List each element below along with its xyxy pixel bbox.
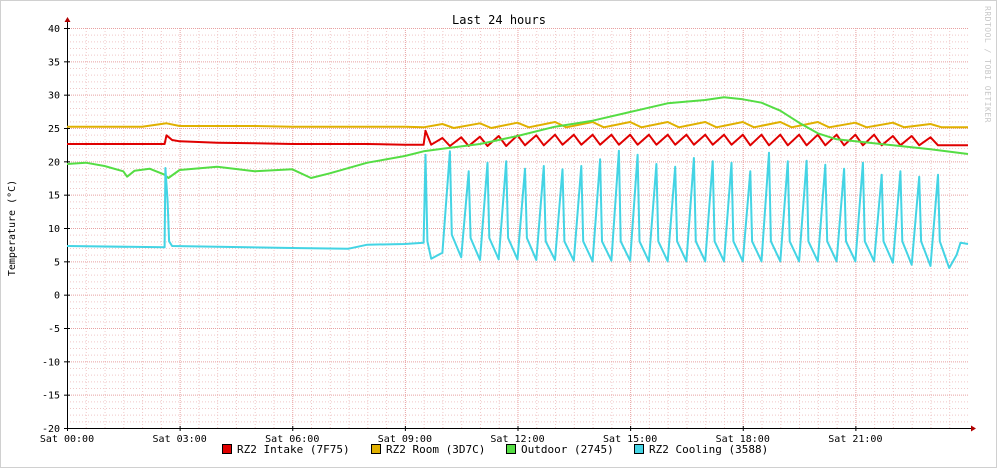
legend: RZ2 Intake (7F75) RZ2 Room (3D7C) Outdoor … [222,443,768,456]
series-line-0 [67,129,968,147]
y-tick-label: 25 [48,124,60,135]
y-tick-label: 35 [48,57,60,68]
x-tick-label: Sat 09:00 [378,434,432,445]
y-tick-label: 10 [48,224,60,235]
series-line-2 [66,96,969,179]
rrdtool-watermark: RRDTOOL / TOBI OETIKER [983,6,992,123]
y-tick-label: -10 [42,357,60,368]
series-line-1 [67,121,968,129]
y-tick-label: 30 [48,91,60,102]
legend-label: RZ2 Cooling (3588) [649,443,768,456]
grid-layer [67,28,968,429]
chart-title: Last 24 hours [452,13,546,27]
x-tick-label: Sat 18:00 [716,434,770,445]
series-layer [66,96,969,269]
legend-label: RZ2 Room (3D7C) [386,443,485,456]
legend-swatch [506,444,516,454]
legend-label: Outdoor (2745) [521,443,614,456]
y-tick-label: -20 [42,424,60,435]
y-tick-label: 40 [48,24,60,35]
y-axis-label: Temperature (°C) [7,180,18,276]
y-tick-label: 5 [54,257,60,268]
series-line-3 [66,149,969,269]
x-tick-label: Sat 15:00 [603,434,657,445]
y-tick-label: 0 [54,291,60,302]
x-tick-label: Sat 06:00 [265,434,319,445]
y-tick-label: -15 [42,391,60,402]
y-tick-label: 20 [48,157,60,168]
x-tick-label: Sat 03:00 [153,434,207,445]
legend-swatch [634,444,644,454]
x-axis-arrow [971,425,976,432]
y-tick-label: 15 [48,191,60,202]
legend-label: RZ2 Intake (7F75) [237,443,350,456]
legend-swatch [371,444,381,454]
x-tick-label: Sat 00:00 [40,434,94,445]
y-axis-arrow [64,17,71,22]
x-tick-label: Sat 21:00 [828,434,882,445]
legend-swatch [222,444,232,454]
y-tick-label: -5 [48,324,60,335]
x-tick-label: Sat 12:00 [490,434,544,445]
